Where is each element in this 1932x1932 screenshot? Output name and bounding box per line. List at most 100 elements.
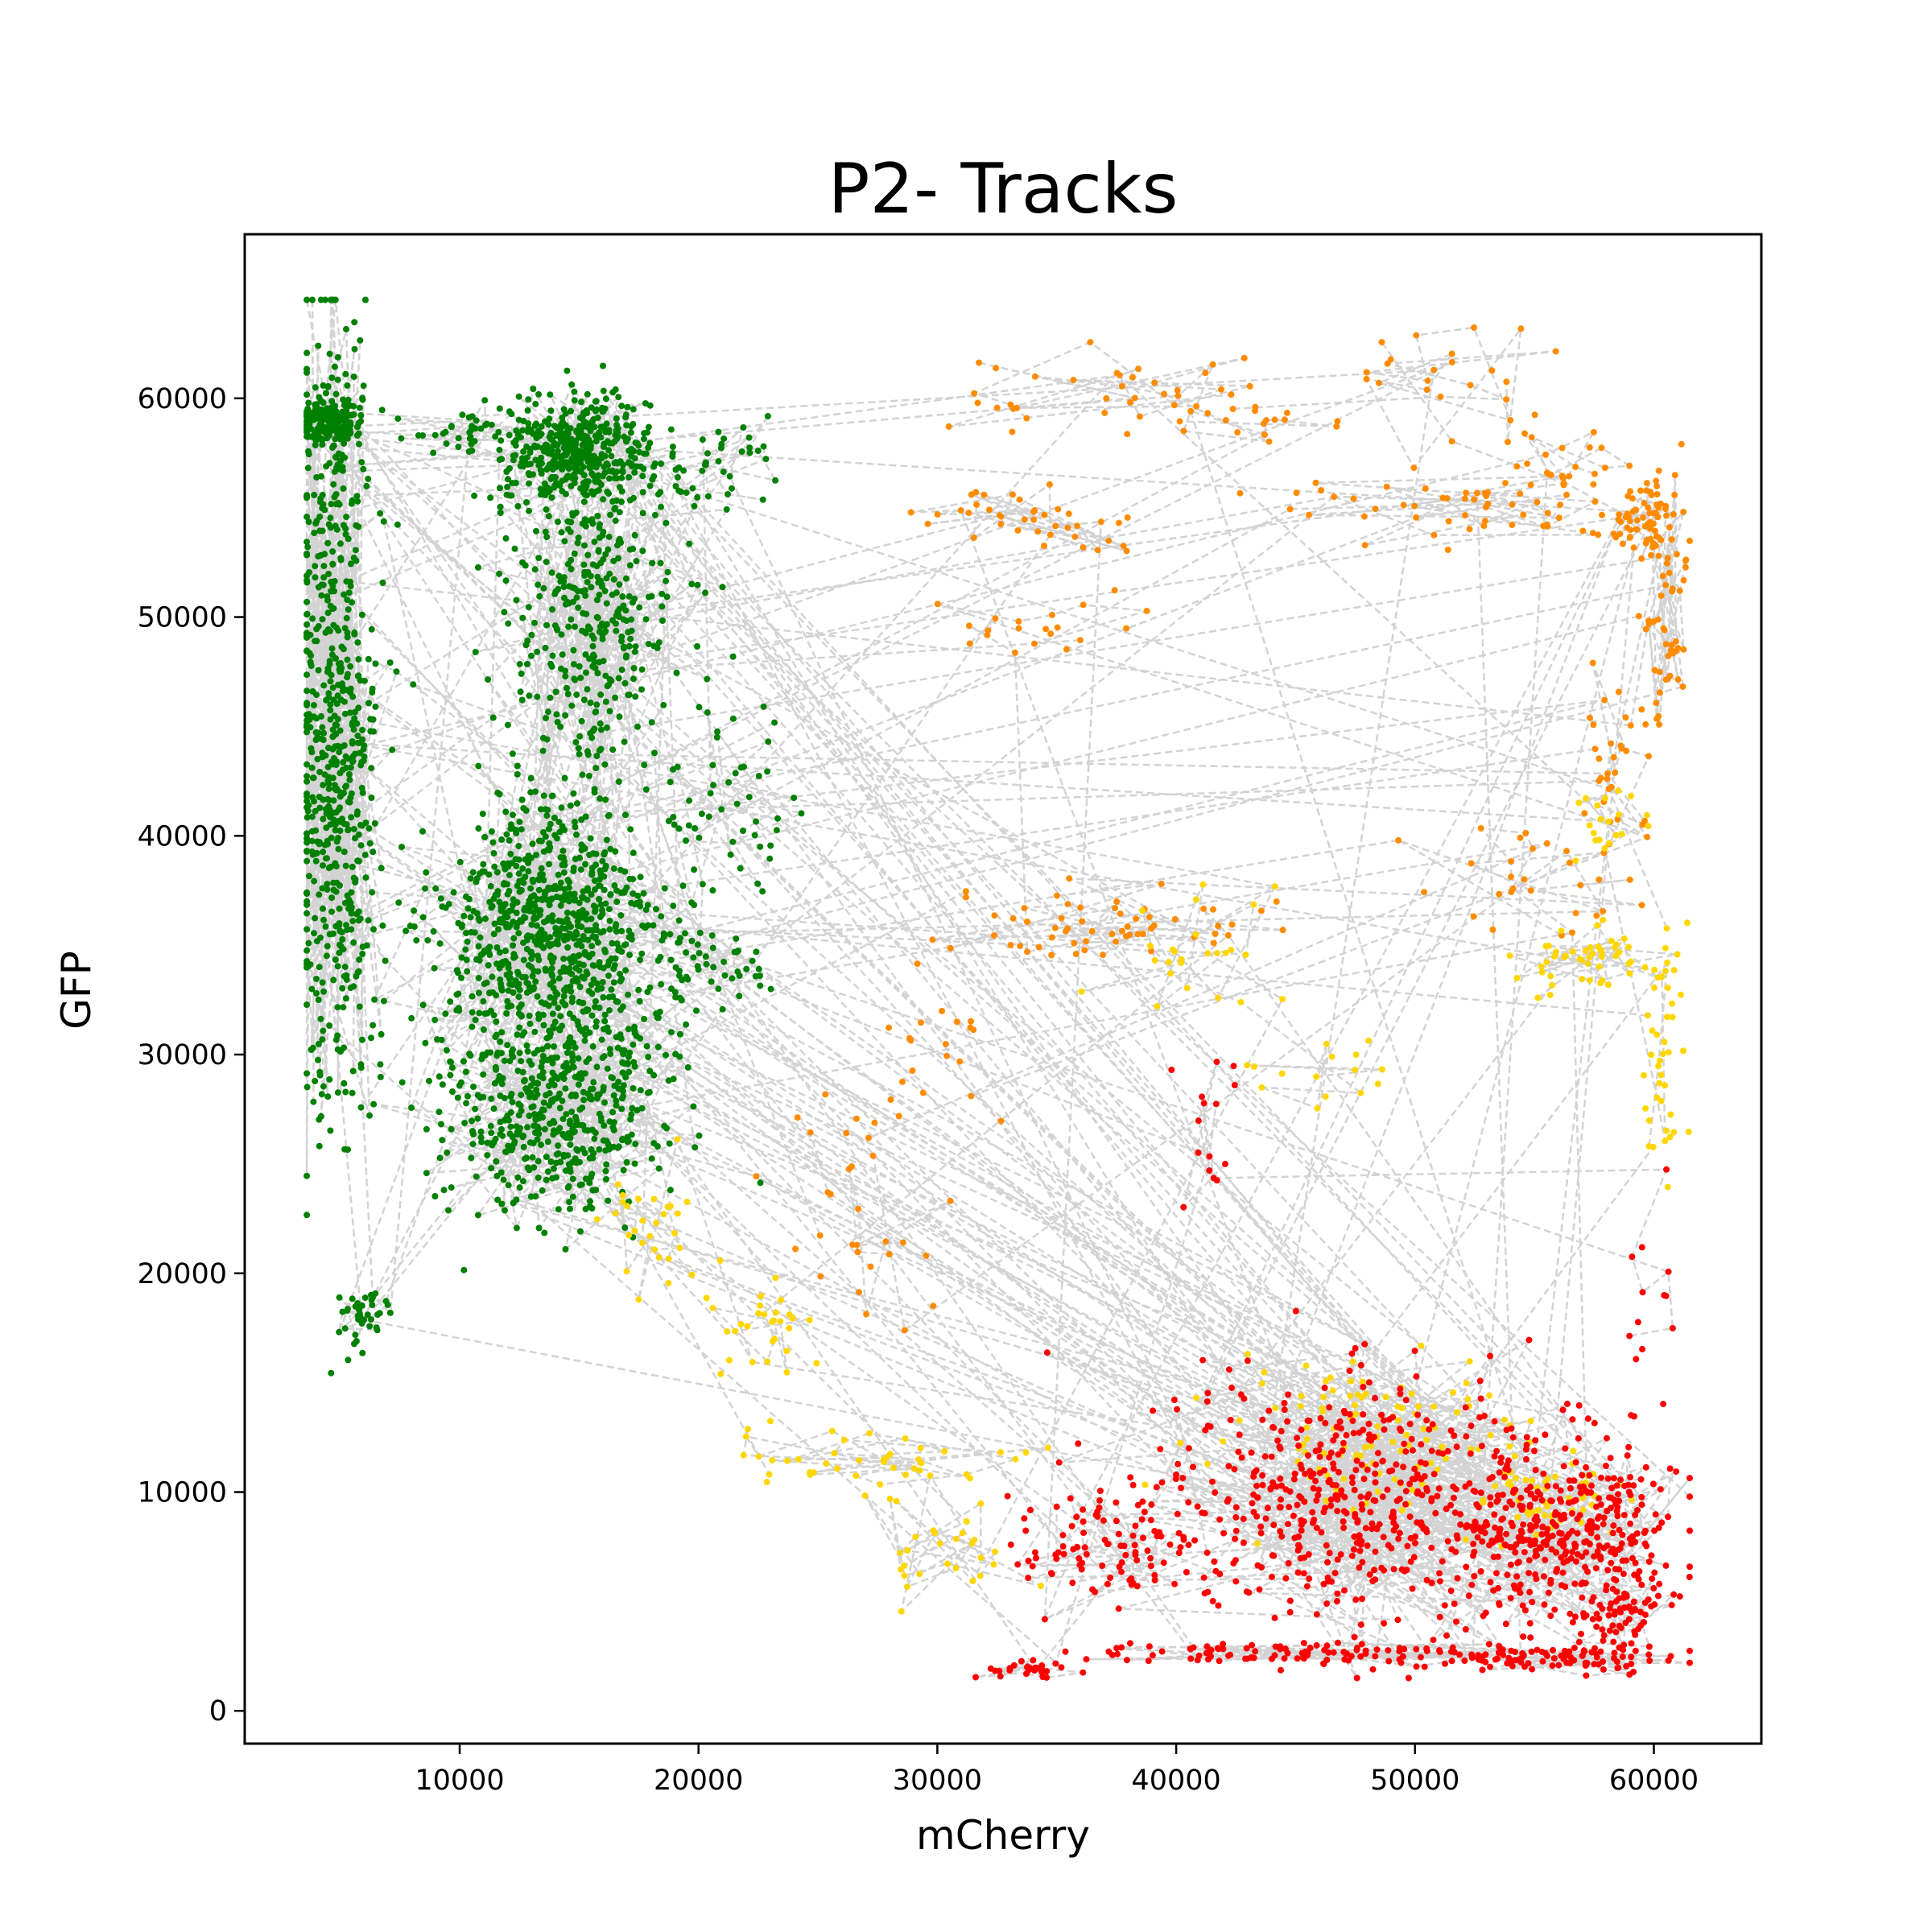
data-point	[540, 919, 547, 926]
data-point	[1228, 921, 1236, 928]
data-point	[1120, 543, 1127, 550]
data-point	[1686, 1493, 1693, 1501]
track-line	[626, 522, 1652, 1557]
data-point	[1439, 1443, 1446, 1451]
data-point	[592, 432, 599, 440]
data-point	[606, 917, 613, 924]
data-point	[1449, 1389, 1456, 1396]
data-point	[597, 623, 604, 630]
data-point	[313, 412, 320, 419]
data-point	[355, 917, 362, 924]
data-point	[1586, 822, 1593, 829]
data-point	[972, 489, 980, 496]
data-point	[456, 858, 464, 865]
track-line	[339, 497, 1466, 932]
data-point	[1331, 493, 1338, 501]
data-point	[1447, 1587, 1455, 1595]
data-point	[676, 994, 683, 1001]
data-point	[324, 855, 330, 862]
data-point	[1471, 324, 1477, 331]
data-point	[324, 943, 331, 950]
data-point	[535, 932, 541, 939]
data-point	[614, 433, 621, 440]
data-point	[518, 826, 525, 833]
data-point	[423, 869, 430, 876]
data-point	[522, 873, 529, 881]
data-point	[331, 363, 338, 370]
data-point	[1590, 428, 1597, 436]
data-point	[659, 617, 666, 624]
data-point	[1154, 1003, 1161, 1009]
data-point	[544, 1138, 551, 1146]
data-point	[1491, 1418, 1498, 1425]
data-point	[1659, 572, 1666, 580]
data-point	[558, 529, 565, 536]
data-point	[344, 674, 351, 681]
data-point	[571, 397, 578, 404]
data-point	[519, 1068, 526, 1075]
data-point	[461, 1120, 469, 1127]
data-point	[630, 1041, 637, 1048]
data-point	[559, 897, 567, 904]
data-point	[1662, 581, 1670, 588]
track-line	[647, 447, 1620, 1502]
data-point	[599, 906, 605, 914]
data-point	[1021, 516, 1028, 523]
data-point	[616, 581, 623, 588]
data-point	[303, 630, 311, 637]
data-point	[342, 370, 349, 378]
data-point	[500, 1176, 507, 1183]
data-point	[1150, 922, 1158, 929]
data-point	[1527, 1418, 1534, 1425]
data-point	[518, 1107, 525, 1114]
data-point	[853, 1115, 860, 1122]
data-point	[1584, 1415, 1591, 1422]
data-point	[774, 815, 782, 822]
data-point	[1626, 518, 1633, 525]
data-point	[374, 1311, 382, 1318]
data-point	[848, 1163, 856, 1170]
data-point	[1326, 1476, 1333, 1484]
data-point	[694, 581, 701, 588]
data-point	[372, 660, 379, 667]
data-point	[1520, 511, 1527, 518]
data-point	[1509, 501, 1516, 508]
data-point	[498, 1200, 506, 1208]
data-point	[562, 601, 569, 608]
data-point	[574, 800, 580, 807]
data-point	[1579, 1506, 1587, 1513]
data-point	[303, 391, 311, 398]
data-point	[324, 609, 332, 617]
data-point	[991, 912, 998, 919]
data-point	[326, 420, 333, 427]
data-point	[605, 812, 612, 819]
data-point	[436, 1108, 443, 1116]
data-point	[651, 749, 658, 757]
data-point	[568, 616, 575, 623]
data-point	[689, 485, 696, 492]
data-point	[600, 444, 607, 450]
data-point	[511, 899, 518, 906]
data-point	[1643, 480, 1650, 487]
data-point	[613, 589, 620, 597]
data-point	[613, 1034, 620, 1041]
data-point	[312, 850, 319, 857]
data-point	[334, 963, 341, 970]
data-point	[794, 1114, 801, 1121]
data-point	[757, 1179, 764, 1187]
data-point	[533, 852, 540, 859]
data-point	[1351, 1486, 1358, 1493]
data-point	[303, 761, 311, 768]
data-point	[898, 1608, 905, 1615]
data-point	[341, 710, 349, 717]
data-point	[574, 539, 581, 547]
data-point	[1481, 489, 1488, 497]
data-point	[1054, 892, 1060, 899]
data-point	[897, 1549, 904, 1556]
data-point	[529, 877, 536, 883]
data-point	[770, 1338, 776, 1345]
data-point	[1657, 1057, 1663, 1064]
track-line	[634, 1196, 968, 1554]
data-point	[327, 707, 334, 714]
data-point	[663, 519, 670, 526]
